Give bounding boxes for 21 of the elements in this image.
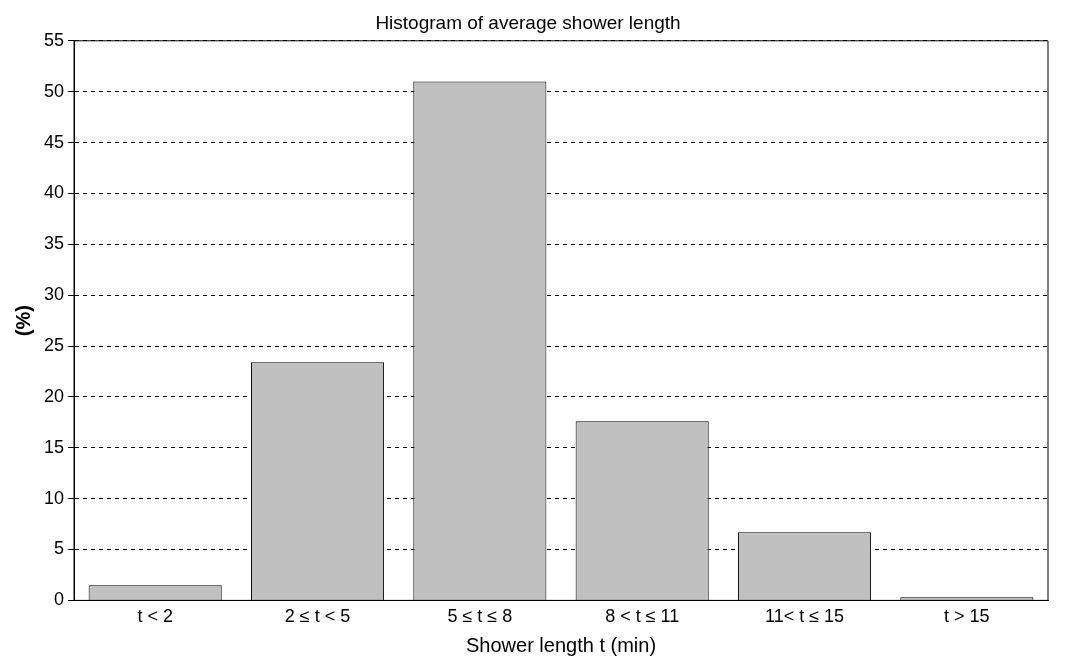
y-tick-label: 10 — [43, 487, 65, 508]
x-axis-title: Shower length t (min) — [465, 633, 657, 656]
y-tick-label: 35 — [43, 233, 65, 254]
chart-title: Histogram of average shower length — [375, 11, 681, 33]
y-tick-label: 15 — [43, 436, 65, 457]
x-tick-label: 5 ≤ t ≤ 8 — [447, 606, 513, 627]
x-tick-label: t < 2 — [137, 606, 173, 627]
y-axis-title: (%) — [11, 305, 34, 337]
y-tick-label: 50 — [43, 80, 65, 101]
y-tick-label: 25 — [43, 335, 65, 356]
y-tick-label: 45 — [43, 131, 65, 152]
x-tick-label: 2 ≤ t < 5 — [284, 606, 351, 627]
y-tick-label: 20 — [43, 385, 65, 406]
x-tick-label: 8 < t ≤ 11 — [605, 606, 680, 627]
x-tick-label: 11< t ≤ 15 — [764, 606, 845, 627]
y-tick-label: 5 — [54, 538, 65, 559]
x-tick-label: t > 15 — [944, 606, 990, 627]
y-tick-label: 0 — [54, 589, 65, 610]
y-tick-label: 40 — [43, 182, 65, 203]
y-tick-label: 55 — [43, 29, 65, 50]
y-tick-label: 30 — [43, 284, 65, 305]
